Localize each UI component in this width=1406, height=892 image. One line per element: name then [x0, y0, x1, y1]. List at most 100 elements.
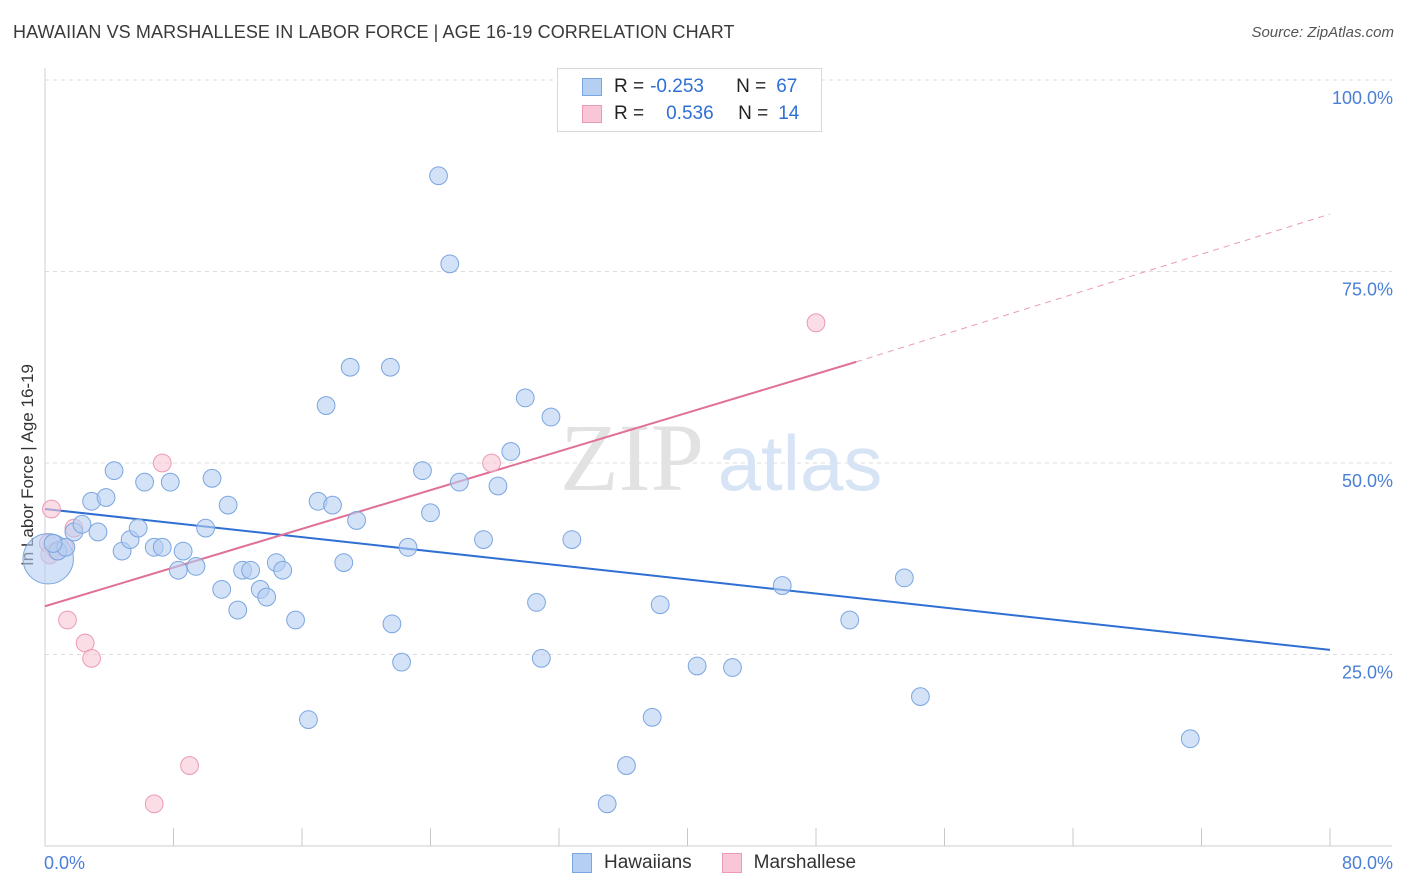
hawaiian-point	[218, 495, 238, 515]
hawaiian-point	[228, 600, 248, 620]
source-label: Source: ZipAtlas.com	[1251, 24, 1394, 41]
hawaiian-point	[501, 442, 521, 461]
y-tick-label: 75.0%	[1342, 280, 1393, 300]
hawaiian-point	[488, 476, 508, 496]
legend-r-label: R =	[614, 76, 645, 97]
hawaiian-point	[347, 511, 367, 530]
hawaiian-point	[128, 518, 148, 538]
legend-item-hawaiians[interactable]: Hawaiians	[572, 852, 692, 874]
watermark: ZIP atlas	[560, 404, 882, 511]
hawaiian-point	[286, 610, 305, 630]
hawaiian-point	[43, 534, 63, 553]
legend-r-value: -0.253	[650, 76, 704, 97]
watermark-zip: ZIP	[560, 404, 704, 511]
hawaiian-point	[212, 580, 232, 599]
hawaiian-point	[911, 687, 930, 707]
marshallese-point	[58, 610, 77, 630]
hawaiian-point	[515, 388, 535, 408]
marshallese-point	[180, 756, 199, 775]
hawaiians-trend-line	[44, 507, 1331, 651]
tick-labels: 100.0% 75.0% 50.0% 25.0% 0.0% 80.0%	[44, 88, 1393, 873]
y-tick-label: 25.0%	[1342, 663, 1393, 683]
hawaiian-point	[334, 553, 354, 572]
legend-r-label: R =	[614, 103, 645, 124]
hawaiian-point	[380, 357, 400, 377]
hawaiian-point	[316, 396, 336, 415]
marshallese-label: Marshallese	[753, 852, 857, 873]
hawaiian-point	[160, 472, 180, 492]
hawaiians-swatch	[572, 853, 592, 873]
marshallese-point	[152, 453, 172, 473]
y-tick-label: 50.0%	[1342, 471, 1393, 491]
legend-n-value: 67	[776, 76, 798, 97]
hawaiian-point	[650, 595, 670, 615]
marshallese-swatch	[721, 853, 742, 873]
marshallese-point	[42, 499, 61, 519]
hawaiian-point	[96, 488, 116, 507]
hawaiian-point	[421, 503, 440, 523]
hawaiian-point	[772, 576, 792, 595]
chart-title: HAWAIIAN VS MARSHALLESE IN LABOR FORCE |…	[13, 22, 735, 42]
legend-swatch-pink	[582, 105, 602, 123]
legend-n-value: 14	[778, 103, 800, 124]
legend-n-label: N =	[738, 103, 769, 124]
legend-row-marshallese: R = 0.536 N = 14	[582, 101, 799, 127]
hawaiian-point	[392, 652, 411, 672]
hawaiian-point	[687, 656, 707, 676]
hawaiian-point	[104, 461, 124, 481]
hawaiian-point	[474, 530, 493, 549]
watermark-atlas: atlas	[718, 419, 883, 507]
hawaiian-point	[541, 407, 561, 427]
hawaiian-point	[173, 541, 193, 561]
axes	[44, 68, 1392, 847]
x-tick-label: 0.0%	[44, 853, 85, 873]
hawaiian-point	[168, 560, 188, 580]
hawaiian-point	[340, 357, 360, 377]
hawaiian-point	[241, 560, 260, 580]
hawaiian-point	[202, 468, 222, 488]
marshallese-point	[82, 648, 101, 668]
legend-n-label: N =	[736, 76, 767, 97]
hawaiian-point	[527, 593, 546, 612]
hawaiian-point	[273, 560, 293, 580]
hawaiian-point	[1180, 729, 1200, 749]
hawaiian-point	[723, 658, 742, 677]
hawaiian-point	[72, 514, 92, 534]
hawaiian-point	[450, 472, 469, 492]
hawaiian-point	[186, 557, 206, 576]
hawaiian-point	[642, 707, 662, 727]
hawaiian-point	[597, 794, 617, 814]
legend-r-value: 0.536	[666, 103, 714, 124]
marshallese-point	[144, 794, 164, 814]
data-points	[22, 166, 1200, 814]
series-legend: Hawaiians Marshallese	[572, 852, 886, 874]
hawaiian-point	[196, 518, 216, 538]
y-tick-label: 100.0%	[1332, 88, 1393, 108]
hawaiian-point	[429, 166, 448, 186]
hawaiians-label: Hawaiians	[604, 852, 692, 873]
hawaiian-point	[152, 537, 172, 557]
hawaiian-point	[382, 614, 402, 634]
hawaiian-point	[257, 587, 277, 607]
hawaiian-point	[562, 530, 582, 549]
hawaiian-point	[440, 254, 460, 274]
legend-item-marshallese[interactable]: Marshallese	[721, 852, 857, 874]
hawaiian-point	[323, 495, 342, 515]
x-tick-label: 80.0%	[1342, 853, 1393, 873]
legend-row-hawaiians: R = -0.253 N = 67	[582, 74, 797, 100]
hawaiian-point	[88, 522, 108, 542]
hawaiian-point	[299, 710, 318, 729]
hawaiian-point	[531, 648, 551, 668]
hawaiian-point	[413, 461, 432, 481]
hawaiian-point	[840, 610, 860, 630]
marshallese-point	[806, 313, 826, 333]
hawaiian-point	[617, 756, 636, 775]
marshallese-point	[482, 453, 501, 473]
hawaiian-point	[398, 537, 418, 557]
hawaiian-point	[894, 568, 914, 588]
hawaiian-point	[135, 472, 154, 492]
marshallese-trend-extension	[856, 213, 1331, 363]
legend-swatch-blue	[582, 78, 602, 96]
correlation-legend: R = -0.253 N = 67 R = 0.536 N = 14	[557, 68, 822, 132]
